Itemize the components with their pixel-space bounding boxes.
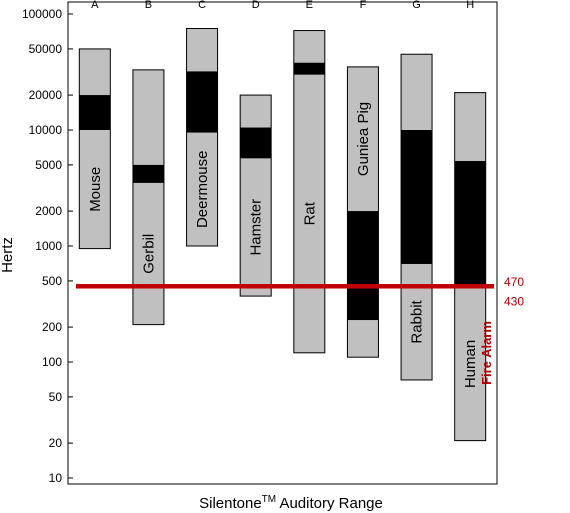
fire-alarm-band [76,284,494,289]
range-bar-b [132,69,165,326]
y-tick-label: 10000 [29,123,63,137]
y-tick-label: 5000 [35,158,62,172]
sensitive-band-e [293,62,325,75]
fire-alarm-label: Fire Alarm [479,321,494,385]
column-letter: F [360,0,367,11]
y-tick-label: 20 [49,436,63,450]
sensitive-band-b [132,164,164,183]
species-label: Rabbit [409,299,426,343]
sensitive-band-c [186,71,218,133]
column-letter: H [466,0,474,11]
y-tick-label: 500 [42,274,62,288]
bars-group: A Mouse B Gerbil C Deermouse D Hamster E Rat F Guni… [78,0,487,442]
y-tick-label: 200 [42,320,62,334]
column-letter: G [412,0,421,11]
x-axis-label-rest: Auditory Range [276,495,383,512]
sensitive-band-f [347,211,379,321]
fire-alarm-high-label: 470 [504,275,524,289]
range-bar-d [239,94,272,297]
species-label: Guniea Pig [355,102,372,176]
column-letter: B [145,0,152,11]
x-axis-label-main: Silentone [199,495,262,512]
plot-frame [67,1,498,485]
y-tick-label: 50000 [29,42,63,56]
column-letter: C [198,0,206,11]
sensitive-band-h [454,161,486,288]
range-bar-c [186,27,219,247]
species-label: Hamster [248,199,265,256]
column-letter: A [91,0,99,11]
range-bar-e [293,30,326,354]
species-label: Human [462,340,479,388]
y-tick-label: 10 [49,471,63,485]
y-axis-label: Hertz [0,237,16,273]
y-tick-label: 100000 [22,7,62,21]
species-label: Rat [301,201,318,225]
sensitive-band-a [79,95,111,130]
sensitive-band-d [240,127,272,159]
species-label: Gerbil [140,234,157,274]
y-axis-ticks: 10 20 50 100 200 500 1000 2000 5000 10000 20000 500… [22,7,73,485]
fire-alarm-low-label: 430 [504,295,524,309]
y-tick-label: 20000 [29,88,63,102]
sensitive-band-g [401,130,433,264]
column-letter: E [306,0,313,11]
range-bar-a [78,48,111,250]
y-tick-label: 1000 [35,239,62,253]
x-axis-label: SilentoneTM Auditory Range [199,494,383,512]
column-letter: D [252,0,260,11]
y-tick-label: 2000 [35,204,62,218]
species-label: Mouse [87,167,104,212]
y-tick-label: 50 [49,390,63,404]
species-label: Deermouse [194,151,211,229]
y-tick-label: 100 [42,355,62,369]
fire-alarm-annotation: 470 430 Fire Alarm [76,275,524,385]
x-axis-label-sup: TM [262,494,276,505]
